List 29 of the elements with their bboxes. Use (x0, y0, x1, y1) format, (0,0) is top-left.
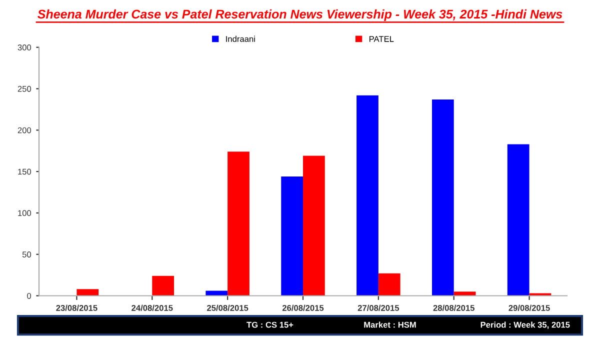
bar (378, 273, 400, 296)
bar (228, 152, 250, 296)
bar (152, 276, 174, 296)
y-tick-label: 200 (18, 127, 32, 134)
x-tick-label: 27/08/2015 (358, 304, 400, 311)
x-tick-label: 24/08/2015 (132, 304, 173, 311)
x-tick-label: 29/08/2015 (508, 304, 550, 311)
x-tick-label: 23/08/2015 (56, 304, 98, 311)
chart-title: Sheena Murder Case vs Patel Reservation News Viewership - Week 35, 2015 -Hindi News (38, 9, 562, 22)
y-tick-label: 50 (22, 252, 32, 258)
bar (356, 95, 378, 296)
y-tick-label: 100 (18, 210, 32, 216)
bar (303, 156, 325, 296)
legend-label: Indraani (226, 36, 255, 42)
y-tick-label: 0 (27, 292, 32, 299)
text: TG : CS 15+ (246, 322, 294, 328)
x-tick-label: 26/08/2015 (282, 304, 324, 311)
legend-label: PATEL (369, 36, 394, 42)
bar (432, 99, 454, 296)
x-tick-label: 25/08/2015 (207, 304, 248, 311)
text: Market : HSM (364, 322, 416, 328)
bar (281, 176, 303, 296)
bar (76, 289, 99, 296)
y-tick-label: 300 (18, 44, 32, 50)
y-tick-label: 150 (18, 168, 32, 175)
y-tick-label: 250 (18, 86, 32, 92)
x-tick-label: 28/08/2015 (433, 304, 474, 311)
bar (507, 144, 530, 296)
text: Period : Week 35, 2015 (480, 322, 570, 329)
